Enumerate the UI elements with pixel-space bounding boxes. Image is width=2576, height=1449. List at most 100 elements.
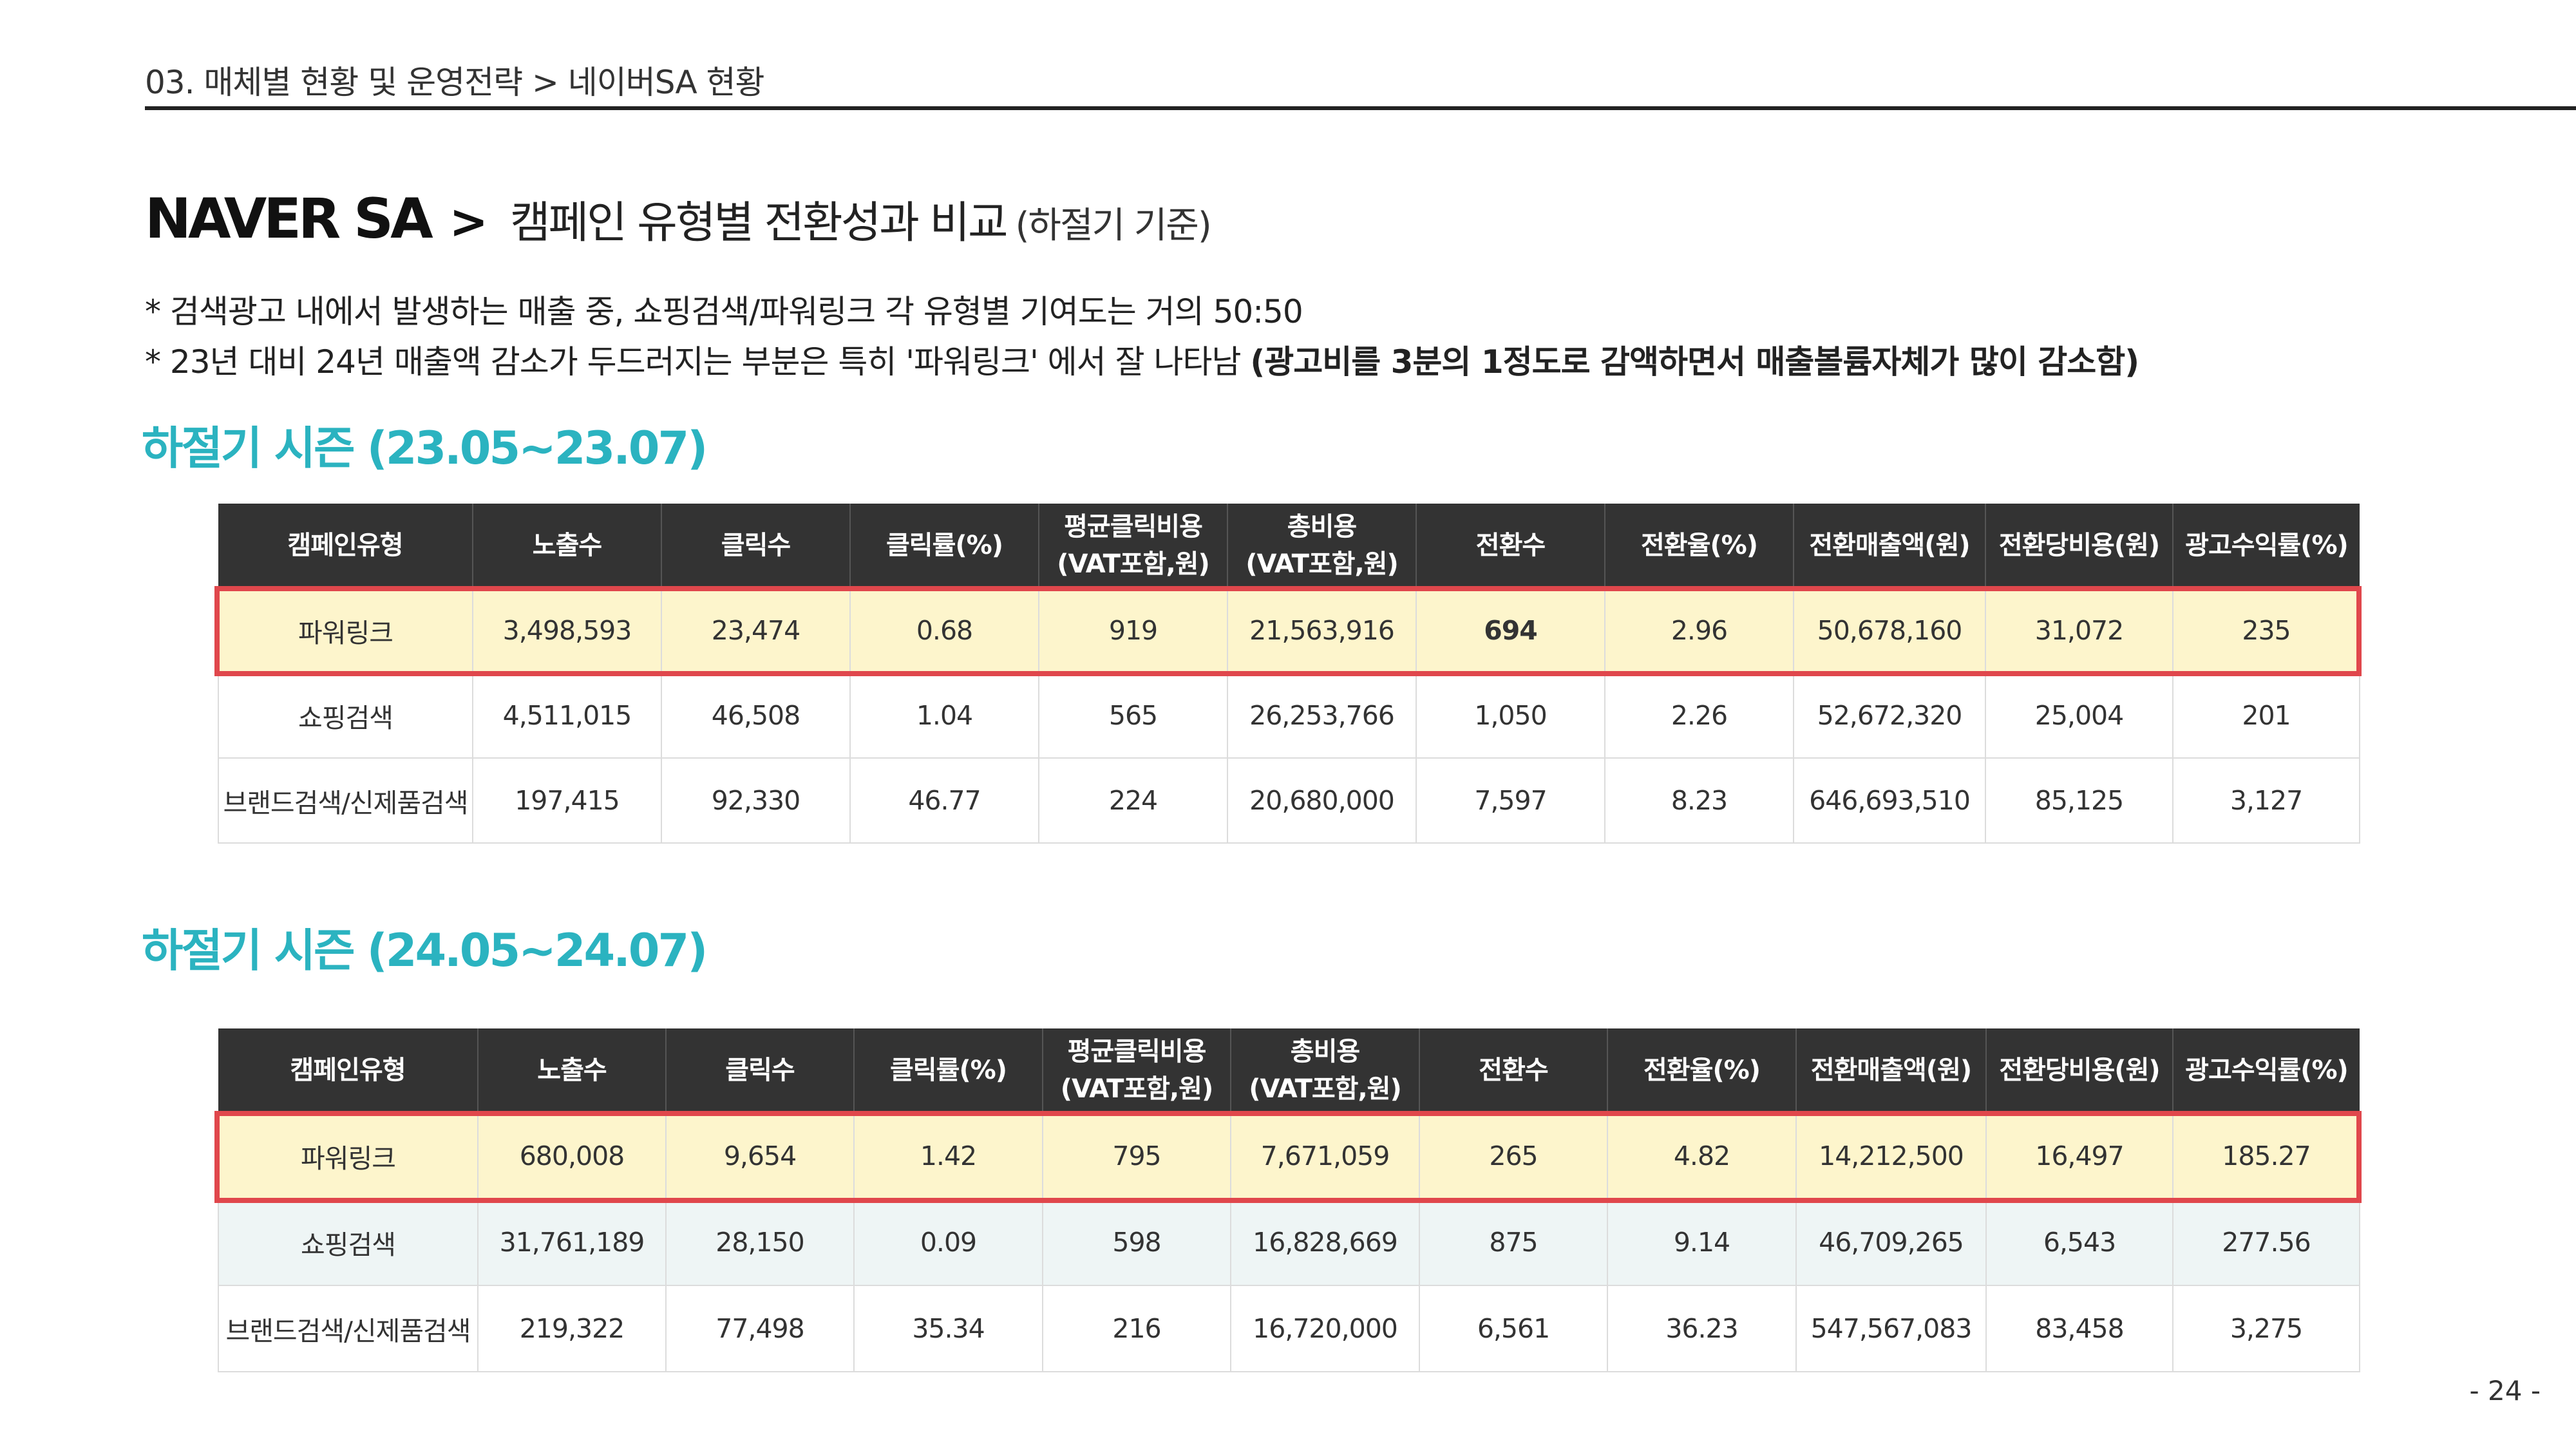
header-cell: 전환율(%) (1607, 1028, 1797, 1113)
table-cell: 6,543 (1985, 1198, 2174, 1286)
table-cell: 9.14 (1607, 1198, 1797, 1286)
table-cell: 16,828,669 (1230, 1198, 1420, 1286)
table-cell: 1.42 (853, 1112, 1043, 1200)
table-cell: 16,720,000 (1230, 1285, 1420, 1372)
table-cell: 224 (1038, 757, 1228, 844)
table-cell: 9,654 (665, 1112, 855, 1200)
table-row-brand: 브랜드검색/신제품검색 219,322 77,498 35.34 216 16,… (218, 1285, 2360, 1372)
table-cell: 0.09 (853, 1198, 1043, 1286)
table-cell: 23,474 (661, 587, 851, 674)
season-heading-2024: 하절기 시즌 (24.05~24.07) (142, 924, 708, 977)
table-cell: 2.26 (1604, 672, 1794, 759)
table-cell: 0.68 (849, 587, 1039, 674)
title-separator: > (449, 194, 488, 249)
header-cell: 총비용 (VAT포함,원) (1231, 1028, 1420, 1113)
table-cell: 219,322 (477, 1285, 667, 1372)
table-cell: 277.56 (2172, 1198, 2360, 1286)
header-divider (145, 106, 2576, 110)
conversion-table-2023: 캠페인유형 노출수 클릭수 클릭률(%) 평균클릭비용 (VAT포함,원) 총비… (218, 504, 2360, 844)
header-cell: 캠페인유형 (218, 1028, 478, 1113)
page-number: - 24 - (2469, 1375, 2541, 1406)
header-cell: 노출수 (478, 1028, 667, 1113)
title-main: NAVER SA (145, 187, 433, 251)
header-cell: 노출수 (473, 504, 662, 588)
table-cell: 파워링크 (218, 1112, 478, 1200)
table-cell: 50,678,160 (1793, 587, 1986, 674)
note-line-2: * 23년 대비 24년 매출액 감소가 두드러지는 부분은 특히 '파워링크'… (145, 337, 2139, 387)
table-cell: 216 (1042, 1285, 1231, 1372)
season-heading-2023: 하절기 시즌 (23.05~23.07) (142, 422, 708, 475)
table-cell: 85,125 (1985, 757, 2174, 844)
table-cell: 197,415 (472, 757, 662, 844)
table-cell: 77,498 (665, 1285, 855, 1372)
table-cell: 919 (1038, 587, 1228, 674)
table-row-powerlink: 파워링크 3,498,593 23,474 0.68 919 21,563,91… (218, 587, 2360, 674)
header-cell: 총비용 (VAT포함,원) (1227, 504, 1417, 588)
table-cell: 547,567,083 (1795, 1285, 1987, 1372)
header-cell: 클릭률(%) (850, 504, 1039, 588)
table-cell: 46,508 (661, 672, 851, 759)
table-cell: 795 (1042, 1112, 1231, 1200)
table-cell: 브랜드검색/신제품검색 (218, 1285, 478, 1372)
table-cell: 646,693,510 (1793, 757, 1986, 844)
table-cell: 25,004 (1985, 672, 2174, 759)
note-line-2-emphasis: (광고비를 3분의 1정도로 감액하면서 매출볼륨자체가 많이 감소함) (1250, 343, 2139, 381)
table-cell: 235 (2172, 587, 2360, 674)
table-row-shopping: 쇼핑검색 31,761,189 28,150 0.09 598 16,828,6… (218, 1198, 2360, 1286)
note-line-1: * 검색광고 내에서 발생하는 매출 중, 쇼핑검색/파워링크 각 유형별 기여… (145, 293, 1303, 330)
header-cell: 클릭수 (666, 1028, 855, 1113)
header-cell: 전환수 (1416, 504, 1605, 588)
header-cell: 클릭률(%) (854, 1028, 1043, 1113)
table-cell: 565 (1038, 672, 1228, 759)
breadcrumb: 03. 매체별 현황 및 운영전략 > 네이버SA 현황 (145, 64, 765, 101)
table-cell: 694 (1416, 587, 1605, 674)
table-cell: 4,511,015 (472, 672, 662, 759)
title-note: (하절기 기준) (1015, 205, 1212, 247)
table-cell: 201 (2172, 672, 2360, 759)
notes: * 검색광고 내에서 발생하는 매출 중, 쇼핑검색/파워링크 각 유형별 기여… (145, 287, 2139, 387)
table-cell: 46.77 (849, 757, 1039, 844)
table-cell: 2.96 (1604, 587, 1794, 674)
table-cell: 3,498,593 (472, 587, 662, 674)
table-cell: 31,761,189 (477, 1198, 667, 1286)
header-cell: 평균클릭비용 (VAT포함,원) (1039, 504, 1228, 588)
table-header-row: 캠페인유형 노출수 클릭수 클릭률(%) 평균클릭비용 (VAT포함,원) 총비… (218, 504, 2360, 588)
table-cell: 쇼핑검색 (218, 1198, 478, 1286)
table-cell: 46,709,265 (1795, 1198, 1987, 1286)
table-cell: 3,127 (2172, 757, 2360, 844)
table-cell: 92,330 (661, 757, 851, 844)
table-cell: 1,050 (1416, 672, 1605, 759)
table-cell: 26,253,766 (1227, 672, 1417, 759)
table-cell: 7,597 (1416, 757, 1605, 844)
table-cell: 265 (1419, 1112, 1608, 1200)
header-cell: 전환당비용(원) (1985, 504, 2174, 588)
table-cell: 598 (1042, 1198, 1231, 1286)
conversion-table-2024: 캠페인유형 노출수 클릭수 클릭률(%) 평균클릭비용 (VAT포함,원) 총비… (218, 1028, 2360, 1372)
table-cell: 16,497 (1985, 1112, 2174, 1200)
table-cell: 4.82 (1607, 1112, 1797, 1200)
table-cell: 20,680,000 (1227, 757, 1417, 844)
table-cell: 파워링크 (218, 587, 473, 674)
header-cell: 전환수 (1419, 1028, 1608, 1113)
table-row-brand: 브랜드검색/신제품검색 197,415 92,330 46.77 224 20,… (218, 757, 2360, 844)
table-cell: 28,150 (665, 1198, 855, 1286)
table-cell: 36.23 (1607, 1285, 1797, 1372)
table-cell: 680,008 (477, 1112, 667, 1200)
table-cell: 83,458 (1985, 1285, 2174, 1372)
header-cell: 평균클릭비용 (VAT포함,원) (1043, 1028, 1231, 1113)
header-cell: 전환율(%) (1605, 504, 1794, 588)
table-cell: 52,672,320 (1793, 672, 1986, 759)
header-cell: 클릭수 (661, 504, 851, 588)
table-cell: 8.23 (1604, 757, 1794, 844)
header-cell: 광고수익률(%) (2173, 504, 2360, 588)
table-cell: 쇼핑검색 (218, 672, 473, 759)
header-cell: 전환당비용(원) (1986, 1028, 2174, 1113)
table-cell: 31,072 (1985, 587, 2174, 674)
header-cell: 광고수익률(%) (2173, 1028, 2360, 1113)
table-row-powerlink: 파워링크 680,008 9,654 1.42 795 7,671,059 26… (218, 1112, 2360, 1200)
table-cell: 7,671,059 (1230, 1112, 1420, 1200)
table-cell: 3,275 (2172, 1285, 2360, 1372)
page-title: NAVER SA > 캠페인 유형별 전환성과 비교 (하절기 기준) (145, 187, 1212, 251)
header-cell: 전환매출액(원) (1796, 1028, 1987, 1113)
table-cell: 21,563,916 (1227, 587, 1417, 674)
